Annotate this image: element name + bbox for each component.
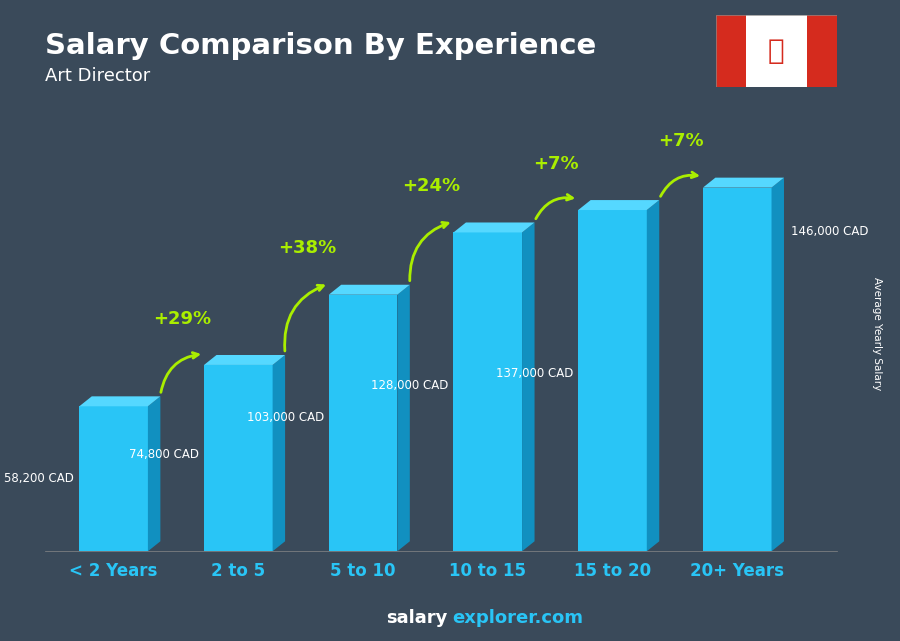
Bar — [703, 188, 771, 551]
Polygon shape — [703, 178, 784, 188]
Polygon shape — [79, 396, 160, 406]
Text: 🍁: 🍁 — [768, 37, 785, 65]
Polygon shape — [273, 355, 285, 551]
Polygon shape — [578, 200, 660, 210]
Text: explorer.com: explorer.com — [453, 609, 584, 627]
Bar — [806, 15, 837, 87]
Bar — [204, 365, 273, 551]
Text: +29%: +29% — [153, 310, 211, 328]
Polygon shape — [522, 222, 535, 551]
Polygon shape — [647, 200, 660, 551]
Bar — [454, 233, 522, 551]
Text: 146,000 CAD: 146,000 CAD — [791, 225, 869, 238]
Bar — [716, 15, 746, 87]
Text: salary: salary — [386, 609, 447, 627]
Text: 137,000 CAD: 137,000 CAD — [496, 367, 573, 380]
Bar — [578, 210, 647, 551]
Text: +24%: +24% — [402, 177, 461, 195]
Text: +7%: +7% — [534, 154, 580, 172]
Text: 58,200 CAD: 58,200 CAD — [4, 472, 75, 485]
Polygon shape — [454, 222, 535, 233]
Text: 74,800 CAD: 74,800 CAD — [129, 448, 199, 461]
Text: 128,000 CAD: 128,000 CAD — [371, 379, 448, 392]
Text: 103,000 CAD: 103,000 CAD — [247, 412, 324, 424]
Bar — [79, 406, 148, 551]
Bar — [328, 295, 397, 551]
Polygon shape — [328, 285, 410, 295]
Text: +38%: +38% — [278, 239, 336, 257]
Polygon shape — [397, 285, 410, 551]
Text: Salary Comparison By Experience: Salary Comparison By Experience — [45, 32, 596, 60]
Text: Average Yearly Salary: Average Yearly Salary — [872, 277, 883, 390]
Text: Art Director: Art Director — [45, 67, 150, 85]
Text: +7%: +7% — [658, 132, 704, 150]
Polygon shape — [204, 355, 285, 365]
Polygon shape — [771, 178, 784, 551]
Polygon shape — [148, 396, 160, 551]
